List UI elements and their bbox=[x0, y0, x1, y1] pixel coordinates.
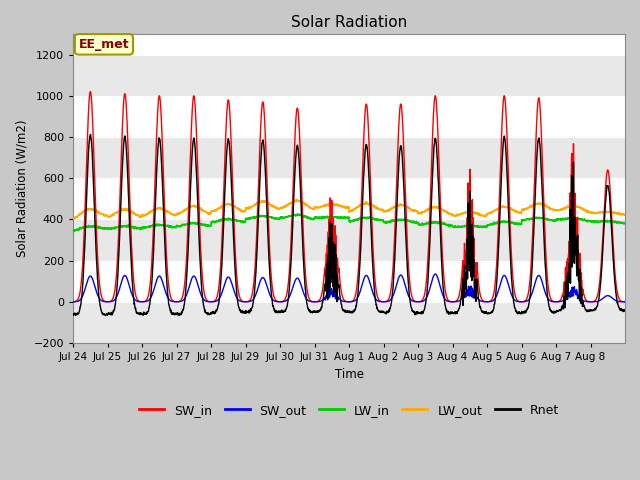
Y-axis label: Solar Radiation (W/m2): Solar Radiation (W/m2) bbox=[15, 120, 28, 257]
X-axis label: Time: Time bbox=[335, 368, 364, 381]
Bar bbox=[73, 219, 625, 261]
Bar bbox=[73, 55, 625, 96]
Bar bbox=[73, 302, 625, 343]
Bar bbox=[73, 137, 625, 178]
Text: EE_met: EE_met bbox=[79, 38, 129, 51]
Title: Solar Radiation: Solar Radiation bbox=[291, 15, 407, 30]
Legend: SW_in, SW_out, LW_in, LW_out, Rnet: SW_in, SW_out, LW_in, LW_out, Rnet bbox=[134, 399, 564, 422]
